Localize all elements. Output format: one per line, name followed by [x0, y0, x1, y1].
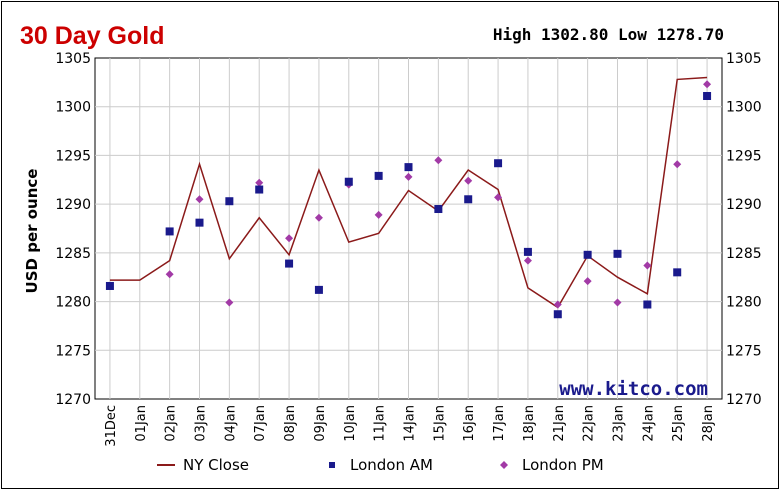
london-am-point	[673, 268, 682, 277]
x-tick-label: 15Jan	[432, 405, 447, 442]
x-tick-label: 14Jan	[403, 405, 418, 442]
london-am-point	[643, 300, 652, 309]
y-tick-label-right: 1280	[726, 295, 762, 311]
london-pm-point	[314, 213, 323, 222]
x-tick-label: 22Jan	[582, 405, 597, 442]
chart-title: 30 Day Gold	[20, 22, 165, 50]
london-am-point	[374, 171, 383, 180]
y-tick-label-left: 1275	[55, 343, 91, 359]
high-low-readout: High 1302.80 Low 1278.70	[493, 25, 724, 44]
x-tick-label: 08Jan	[283, 405, 298, 442]
x-tick-label: 09Jan	[313, 405, 328, 442]
london-am-point	[613, 249, 622, 258]
london-pm-point	[464, 176, 473, 185]
legend-label: London PM	[522, 456, 604, 474]
london-am-point	[434, 205, 443, 214]
london-pm-point	[285, 234, 294, 243]
y-tick-label-right: 1290	[726, 197, 762, 213]
y-tick-label-left: 1295	[55, 148, 91, 164]
london-am-point	[404, 163, 413, 172]
london-pm-point	[165, 270, 174, 279]
london-am-point	[195, 218, 204, 227]
london-am-point	[553, 310, 562, 319]
london-pm-point	[195, 195, 204, 204]
legend-swatch-london-pm	[500, 461, 508, 469]
x-tick-label: 24Jan	[641, 405, 656, 442]
y-tick-label-left: 1280	[55, 295, 91, 311]
london-am-point	[583, 250, 592, 259]
london-am-point	[255, 185, 264, 194]
legend-label: London AM	[350, 456, 433, 474]
legend-swatch-london-am	[329, 462, 335, 468]
london-pm-point	[374, 210, 383, 219]
watermark: www.kitco.com	[559, 378, 708, 400]
london-am-point	[494, 159, 503, 168]
y-axis-label: USD per ounce	[23, 169, 41, 294]
london-am-point	[314, 285, 323, 294]
x-tick-label: 01Jan	[134, 405, 149, 442]
london-am-point	[285, 259, 294, 268]
legend-item-london-am: London AM	[329, 456, 433, 474]
y-tick-label-left: 1305	[55, 51, 91, 67]
london-am-point	[523, 247, 532, 256]
series-layer	[105, 76, 712, 319]
x-tick-label: 07Jan	[253, 405, 268, 442]
y-tick-label-right: 1285	[726, 246, 762, 262]
london-pm-point	[703, 80, 712, 89]
x-tick-label: 25Jan	[671, 405, 686, 442]
x-tick-label: 21Jan	[552, 405, 567, 442]
y-tick-label-right: 1275	[726, 343, 762, 359]
london-pm-point	[494, 193, 503, 202]
y-tick-label-right: 1270	[726, 392, 762, 408]
x-tick-label: 02Jan	[164, 405, 179, 442]
x-tick-label: 28Jan	[701, 405, 716, 442]
london-pm-point	[404, 172, 413, 181]
x-tick-label: 16Jan	[462, 405, 477, 442]
x-tick-label: 03Jan	[194, 405, 209, 442]
london-am-point	[165, 227, 174, 236]
y-tick-label-right: 1295	[726, 148, 762, 164]
y-tick-label-left: 1270	[55, 392, 91, 408]
x-tick-label: 11Jan	[373, 405, 388, 442]
y-tick-label-left: 1285	[55, 246, 91, 262]
london-pm-point	[255, 178, 264, 187]
london-am-point	[344, 177, 353, 186]
london-am-point	[105, 281, 114, 290]
x-tick-label: 17Jan	[492, 405, 507, 442]
y-tick-label-right: 1300	[726, 100, 762, 116]
y-tick-label-left: 1300	[55, 100, 91, 116]
london-pm-point	[643, 261, 652, 270]
axis-layer: 1270 1270 1275 1275 1280 1280 1285 1285 1290 1290…	[55, 51, 761, 447]
legend-label: NY Close	[183, 456, 249, 474]
x-tick-label: 31Dec	[104, 405, 119, 447]
london-pm-point	[583, 277, 592, 286]
x-tick-label: 10Jan	[343, 405, 358, 442]
london-pm-point	[553, 300, 562, 309]
x-tick-label: 04Jan	[223, 405, 238, 442]
london-am-point	[464, 195, 473, 204]
ny-close-line	[109, 76, 708, 309]
x-tick-label: 23Jan	[612, 405, 627, 442]
london-pm-point	[434, 156, 443, 165]
london-pm-point	[613, 298, 622, 307]
x-tick-label: 18Jan	[522, 405, 537, 442]
legend-item-london-pm: London PM	[500, 456, 604, 474]
london-am-point	[703, 91, 712, 100]
legend-item-ny-close: NY Close	[157, 456, 249, 474]
london-am-point	[225, 197, 234, 206]
y-tick-label-left: 1290	[55, 197, 91, 213]
london-pm-point	[523, 256, 532, 265]
y-tick-label-right: 1305	[726, 51, 762, 67]
grid-layer	[94, 57, 723, 400]
london-pm-point	[225, 298, 234, 307]
london-pm-point	[673, 160, 682, 169]
legend: NY Close London AM London PM	[157, 456, 604, 474]
